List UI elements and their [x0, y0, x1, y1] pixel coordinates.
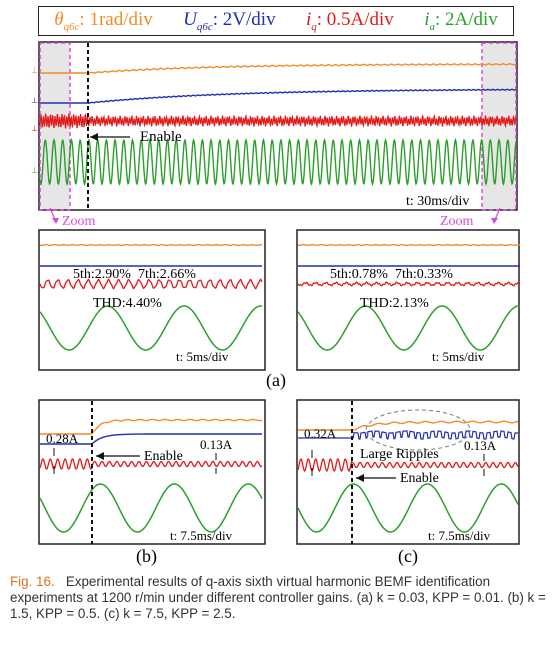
panel-a-right-thd: THD:2.13% — [360, 296, 429, 311]
overview-plot: Enable t: 30ms/div ⊥ ⊥ ⊥ ⊥ — [31, 41, 518, 211]
iq-trace — [39, 278, 263, 290]
panel-a-right-harmonics: 5th:0.78% 7th:0.33% — [330, 267, 453, 282]
panel-b-ripple-1: 0.28A — [46, 431, 79, 446]
iq-trace — [297, 281, 520, 287]
panel-b-enable-label: Enable — [144, 449, 183, 464]
panel-a-left-time: t: 5ms/div — [176, 349, 229, 364]
label-c: (c) — [398, 546, 418, 566]
panel-a-right: 5th:0.78% 7th:0.33% THD:2.13% t: 5ms/div — [296, 229, 520, 371]
panel-c-ripple-2: 0.13A — [464, 438, 497, 453]
legend-u: Uq6c: 2V/div — [183, 9, 276, 33]
ia-trace — [297, 305, 520, 351]
enable-label: Enable — [140, 129, 182, 145]
ia-trace — [39, 305, 263, 351]
caption-fig-number: Fig. 16. — [10, 574, 55, 589]
theta-trace — [39, 243, 263, 247]
svg-text:⊥: ⊥ — [31, 66, 38, 75]
label-b: (b) — [136, 546, 157, 566]
legend-theta: θq6c: 1rad/div — [54, 9, 153, 33]
panel-c-enable-label: Enable — [400, 471, 439, 486]
figure-caption: Fig. 16. Experimental results of q-axis … — [10, 574, 550, 622]
u-trace — [40, 88, 517, 105]
iq-trace — [39, 112, 517, 129]
u-trace — [40, 433, 262, 445]
panel-a-left: 5th:2.90% 7th:2.66% THD:4.40% t: 5ms/div — [38, 229, 266, 371]
overview-time-label: t: 30ms/div — [406, 194, 469, 209]
panel-a-right-time: t: 5ms/div — [432, 349, 485, 364]
iq-trace — [39, 458, 263, 470]
large-ripples-ellipse — [365, 409, 471, 451]
panel-a-left-harmonics: 5th:2.90% 7th:2.66% — [73, 267, 196, 282]
ia-trace — [39, 137, 517, 187]
legend-ia: ia: 2A/div — [424, 9, 498, 33]
label-a: (a) — [266, 370, 286, 390]
zoom-indicators: Zoom Zoom — [49, 208, 501, 229]
ia-trace — [297, 483, 519, 533]
panel-c-enable-arrow — [356, 474, 396, 482]
zoom-label-right: Zoom — [440, 214, 474, 229]
panel-c-time: t: 7.5ms/div — [428, 528, 491, 543]
panel-b-enable-arrow — [96, 452, 140, 460]
svg-text:⊥: ⊥ — [31, 166, 38, 175]
theta-trace — [40, 63, 517, 75]
legend-iq: iq: 0.5A/div — [305, 9, 394, 33]
theta-trace — [40, 418, 263, 435]
iq-trace — [297, 458, 519, 472]
theta-trace — [298, 420, 519, 432]
enable-arrow — [90, 133, 130, 141]
svg-text:⊥: ⊥ — [31, 96, 38, 105]
theta-trace — [297, 243, 520, 247]
panel-b-time: t: 7.5ms/div — [170, 528, 233, 543]
legend-bar: θq6c: 1rad/div Uq6c: 2V/div iq: 0.5A/div… — [38, 6, 514, 36]
ia-trace — [39, 483, 263, 533]
svg-text:⊥: ⊥ — [31, 124, 38, 133]
zoom-label-left: Zoom — [62, 214, 96, 229]
channel-markers: ⊥ ⊥ ⊥ ⊥ — [31, 66, 38, 175]
u-trace — [298, 430, 519, 440]
panel-b: Enable 0.28A 0.13A t: 7.5ms/div — [38, 399, 266, 545]
panel-c-ripple-1: 0.32A — [304, 426, 337, 441]
panel-c-ripples-label: Large Ripples — [360, 447, 439, 462]
panel-a-left-thd: THD:4.40% — [93, 296, 162, 311]
panel-c: Large Ripples Enable 0.32A 0.13A t: 7.5m… — [296, 399, 520, 545]
caption-text: Experimental results of q-axis sixth vir… — [10, 574, 546, 621]
panel-b-ripple-2: 0.13A — [200, 437, 233, 452]
